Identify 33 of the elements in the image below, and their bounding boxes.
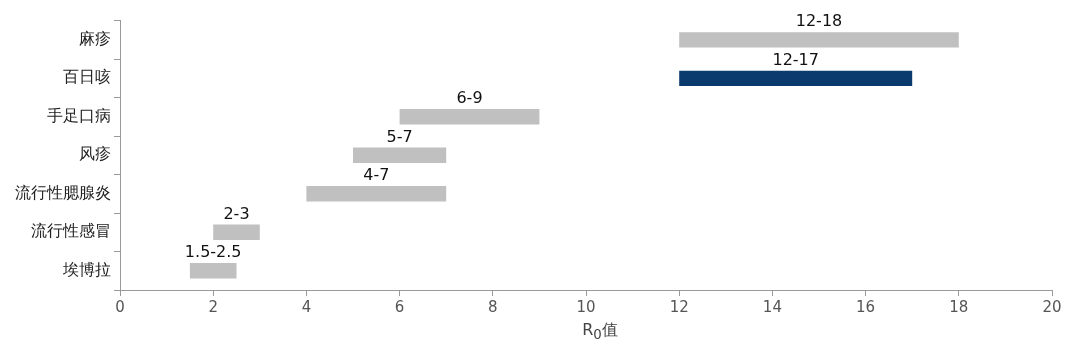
y-tick-label: 麻疹 xyxy=(79,29,111,48)
x-tick-label: 0 xyxy=(115,297,125,316)
x-tick-label: 12 xyxy=(669,297,689,316)
bar xyxy=(353,147,447,163)
x-tick-label: 10 xyxy=(576,297,596,316)
y-tick-label: 流行性感冒 xyxy=(31,221,111,241)
data-label: 12-17 xyxy=(772,49,819,69)
x-axis-title: R$_{0}$值 xyxy=(581,320,619,343)
y-tick-label: 流行性腮腺炎 xyxy=(15,182,111,202)
data-label: 4-7 xyxy=(363,165,390,185)
x-tick-label: 4 xyxy=(301,297,312,316)
bar xyxy=(189,263,237,279)
x-tick-label: 14 xyxy=(762,297,782,316)
data-label: 6-9 xyxy=(456,88,483,108)
x-tick-label: 8 xyxy=(488,297,498,316)
data-label: 12-18 xyxy=(795,11,843,31)
data-label: 2-3 xyxy=(223,203,250,223)
data-label: 5-7 xyxy=(386,126,413,146)
bar xyxy=(306,186,447,202)
data-label: 1.5-2.5 xyxy=(184,242,242,262)
bar xyxy=(399,109,540,125)
x-tick-label: 2 xyxy=(208,297,218,316)
bar xyxy=(679,32,959,48)
x-tick-label: 18 xyxy=(949,297,969,316)
x-tick-label: 20 xyxy=(1042,297,1062,316)
y-tick-label: 埃博拉 xyxy=(62,259,111,279)
y-tick-label: 手足口病 xyxy=(47,105,111,125)
x-tick-label: 6 xyxy=(394,297,405,316)
bar xyxy=(679,70,913,87)
bar xyxy=(213,224,260,240)
x-tick-label: 16 xyxy=(856,297,876,316)
y-tick-label: 百日咳 xyxy=(63,67,111,87)
y-tick-label: 风疹 xyxy=(79,144,111,164)
